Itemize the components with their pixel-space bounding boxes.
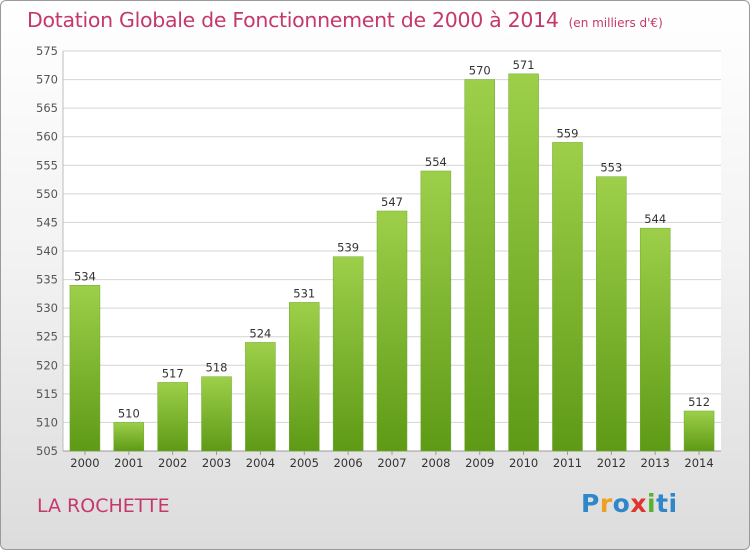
x-tick-label-2010: 2010	[509, 456, 538, 470]
bar-2009	[464, 79, 495, 452]
x-tick-label-2012: 2012	[597, 456, 626, 470]
chart-title-text: Dotation Globale de Fonctionnement de 20…	[27, 8, 559, 32]
x-tick-label-2014: 2014	[684, 456, 713, 470]
brand-letter: t	[656, 489, 669, 518]
x-tick-label-2007: 2007	[377, 456, 406, 470]
bar-2000	[69, 285, 101, 452]
bar-2011	[552, 142, 583, 452]
data-label-2008: 554	[425, 155, 447, 169]
y-tick-label: 550	[36, 187, 58, 201]
data-label-2004: 524	[249, 326, 271, 340]
data-label-2001: 510	[118, 406, 140, 420]
brand-letter: x	[630, 489, 647, 518]
y-tick-label: 540	[36, 244, 58, 258]
data-label-2005: 531	[293, 286, 315, 300]
y-tick-label: 520	[36, 358, 58, 372]
y-tick-label: 535	[36, 273, 58, 287]
bar-2002	[157, 382, 188, 452]
x-tick-label-2013: 2013	[641, 456, 670, 470]
data-label-2003: 518	[206, 361, 228, 375]
y-tick-label: 545	[36, 215, 58, 229]
x-tick-label-2006: 2006	[333, 456, 362, 470]
brand-letter: r	[599, 489, 613, 518]
y-tick-label: 570	[36, 73, 58, 87]
y-tick-label: 565	[36, 101, 58, 115]
brand-letter: i	[668, 489, 678, 518]
bar-2010	[508, 73, 539, 452]
proxiti-logo: Proxiti	[581, 489, 678, 518]
y-tick-label: 525	[36, 330, 58, 344]
bar-2006	[332, 256, 364, 452]
x-tick-label-2008: 2008	[421, 456, 450, 470]
bar-2004	[245, 342, 276, 452]
data-label-2010: 571	[513, 58, 535, 72]
bar-2014	[683, 410, 715, 452]
x-tick-label-2004: 2004	[246, 456, 275, 470]
chart-subtitle: (en milliers d'€)	[568, 16, 663, 30]
y-tick-label: 530	[36, 301, 58, 315]
y-tick-label: 575	[36, 44, 58, 58]
y-tick-label: 505	[36, 444, 58, 458]
data-label-2014: 512	[688, 395, 710, 409]
x-tick-label-2009: 2009	[465, 456, 494, 470]
place-name: LA ROCHETTE	[37, 495, 170, 517]
data-label-2002: 517	[162, 366, 184, 380]
bar-2008	[420, 170, 452, 452]
y-tick-label: 510	[36, 415, 58, 429]
x-tick-label-2003: 2003	[202, 456, 231, 470]
bar-2003	[201, 376, 232, 452]
data-label-2009: 570	[469, 64, 491, 78]
y-tick-label: 555	[36, 158, 58, 172]
bar-2005	[289, 302, 320, 452]
y-tick-label: 515	[36, 387, 58, 401]
brand-letter: o	[612, 489, 631, 518]
brand-letter: P	[581, 489, 600, 518]
bar-2001	[113, 422, 145, 452]
x-tick-label-2002: 2002	[158, 456, 187, 470]
x-tick-label-2011: 2011	[553, 456, 582, 470]
data-label-2000: 534	[74, 269, 96, 283]
bar-2012	[596, 176, 627, 452]
bar-2007	[376, 210, 408, 452]
data-label-2006: 539	[337, 241, 359, 255]
data-label-2007: 547	[381, 195, 403, 209]
data-label-2012: 553	[600, 161, 622, 175]
x-tick-label-2001: 2001	[114, 456, 143, 470]
data-label-2011: 559	[556, 126, 578, 140]
chart-title: Dotation Globale de Fonctionnement de 20…	[27, 8, 663, 32]
x-tick-label-2005: 2005	[290, 456, 319, 470]
bar-2013	[639, 227, 671, 452]
y-tick-label: 560	[36, 130, 58, 144]
x-tick-label-2000: 2000	[70, 456, 99, 470]
data-label-2013: 544	[644, 212, 666, 226]
brand-letter: i	[647, 489, 657, 518]
